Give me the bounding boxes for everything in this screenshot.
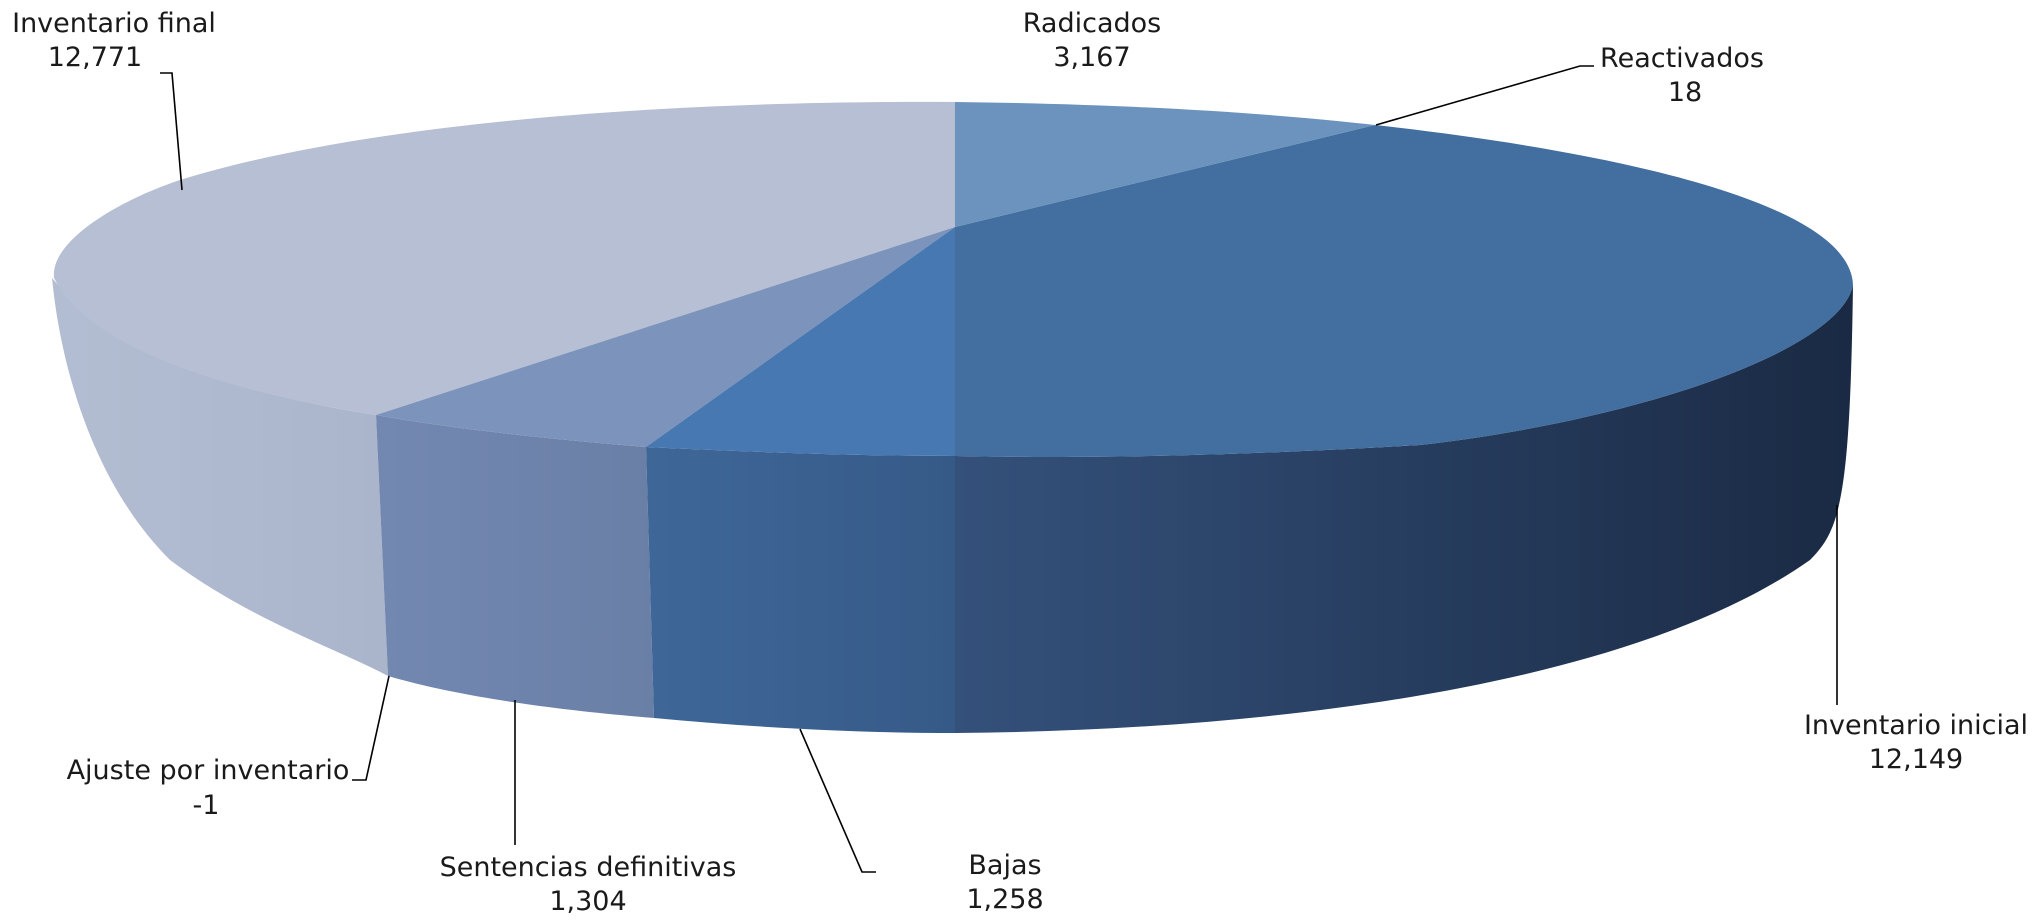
label-inventario-final: Inventario final: [12, 8, 216, 39]
value-bajas: 1,258: [966, 884, 1043, 915]
slice-inventario-final: [53, 101, 956, 415]
value-radicados: 3,167: [1053, 42, 1130, 73]
label-reactivados: Reactivados: [1600, 43, 1764, 74]
label-inventario-inicial: Inventario inicial: [1804, 710, 2028, 741]
label-sentencias-definitivas: Sentencias definitivas: [440, 852, 737, 883]
slice-radicados: [955, 102, 1375, 227]
wall-right: [955, 285, 1853, 733]
leader-line-bajas: [799, 728, 876, 873]
leader-line-reactivados: [1375, 65, 1594, 126]
leader-line-inventario-final: [160, 72, 183, 191]
wall-sentencias: [376, 415, 654, 718]
label-radicados: Radicados: [1023, 8, 1161, 39]
leader-line-ajuste: [352, 675, 390, 781]
wall-bajas: [646, 447, 955, 733]
wall-left: [52, 278, 388, 676]
label-bajas: Bajas: [968, 850, 1041, 881]
value-ajuste-por-inventario: -1: [193, 790, 220, 821]
label-ajuste-por-inventario: Ajuste por inventario: [67, 755, 350, 786]
slice-sentencias-definitivas: [376, 227, 955, 447]
slice-inventario-inicial: [955, 125, 1853, 457]
value-reactivados: 18: [1668, 77, 1702, 108]
value-inventario-final: 12,771: [48, 42, 142, 73]
slice-bajas: [646, 227, 955, 456]
value-sentencias-definitivas: 1,304: [549, 886, 626, 917]
value-inventario-inicial: 12,149: [1869, 744, 1963, 775]
